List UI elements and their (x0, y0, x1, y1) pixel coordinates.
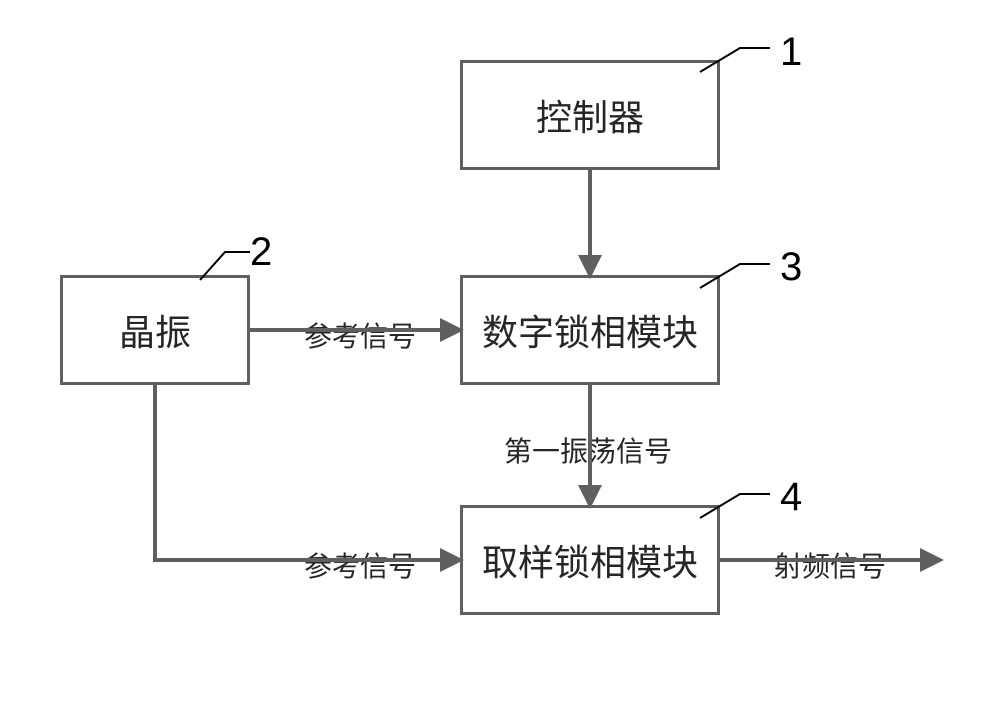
node-controller: 控制器 (460, 60, 720, 170)
node-pll-label: 数字锁相模块 (482, 304, 698, 356)
node-crystal-oscillator: 晶振 (60, 275, 250, 385)
edge-label-reference-2: 参考信号 (300, 545, 420, 585)
ref-number-1: 1 (780, 30, 802, 75)
ref-number-3: 3 (780, 245, 802, 290)
edge-label-rf-output: 射频信号 (770, 545, 890, 585)
node-controller-label: 控制器 (536, 89, 644, 141)
ref-number-4: 4 (780, 475, 802, 520)
node-sampler-label: 取样锁相模块 (482, 534, 698, 586)
ref-number-2: 2 (250, 230, 272, 275)
node-crystal-label: 晶振 (119, 304, 191, 356)
diagram-canvas: 控制器 晶振 数字锁相模块 取样锁相模块 参考信号 参考信号 第一振荡信号 射频… (0, 0, 1000, 701)
edge-label-reference-1: 参考信号 (300, 315, 420, 355)
node-digital-pll: 数字锁相模块 (460, 275, 720, 385)
edge-label-first-oscillation: 第一振荡信号 (500, 430, 676, 470)
node-sampling-pll: 取样锁相模块 (460, 505, 720, 615)
